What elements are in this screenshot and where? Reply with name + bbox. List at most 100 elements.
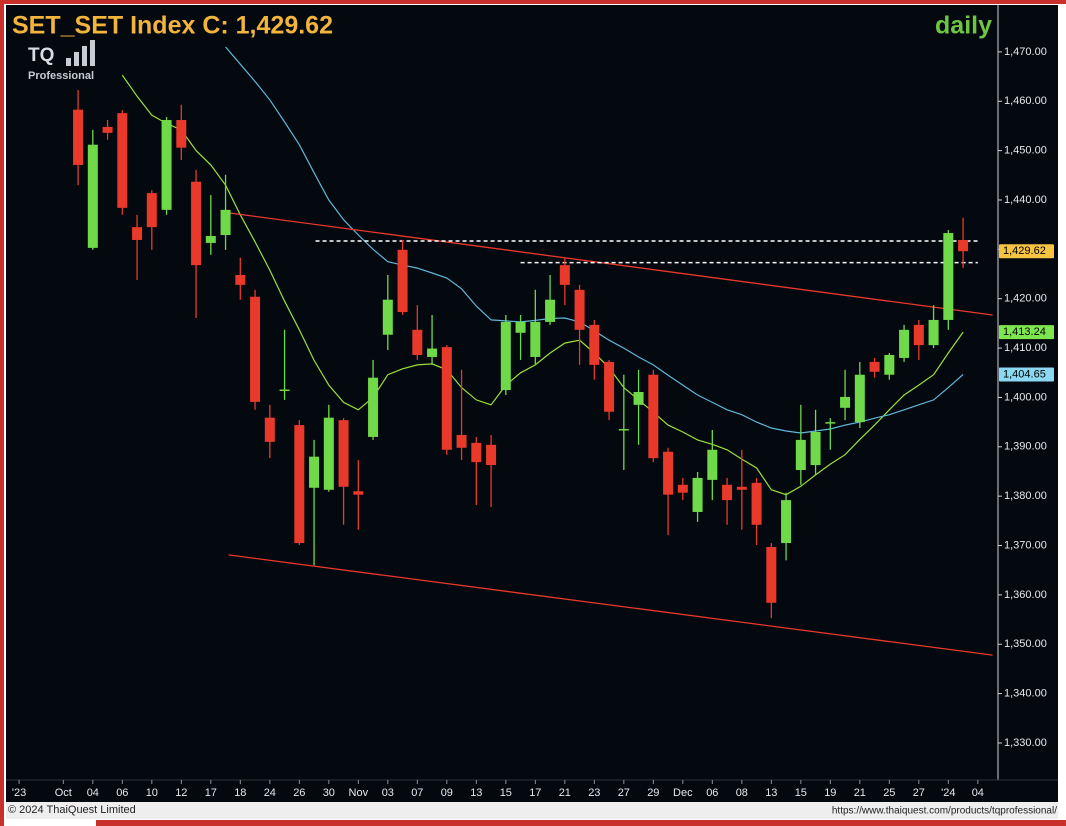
candle-body [574,289,585,330]
source-url: https://www.thaiquest.com/products/tqpro… [832,806,1057,817]
y-tick-label: 1,390.00 [1004,441,1047,453]
candle-body [309,456,320,488]
candle-body [545,299,556,322]
x-tick-label: '23 [12,787,26,799]
y-tick-label: 1,420.00 [1004,293,1047,305]
candle-body [530,321,541,357]
candle-body [264,417,275,442]
x-tick-label: 15 [795,787,807,799]
candle-body [618,429,629,431]
price-tag [999,325,1054,340]
candle-body [102,126,113,133]
candle-body [87,144,98,248]
x-tick-label: 24 [264,787,276,799]
candle-body [397,249,408,313]
candle-body [456,434,467,448]
candle-body [604,361,615,412]
candle-body [559,265,570,285]
candle-body [250,296,261,402]
candle-body [869,361,880,372]
x-tick-label: 27 [913,787,925,799]
x-tick-label: 04 [87,787,99,799]
x-tick-label: 29 [647,787,659,799]
frame-border [96,820,1066,826]
candle-body [795,439,806,470]
candle-body [412,329,423,355]
candle-body [338,420,349,487]
price-tag-label: 1,429.62 [1003,245,1046,257]
candle-body [323,417,334,490]
candle-body [279,389,290,392]
x-tick-label: '24 [941,787,955,799]
candle-body [722,484,733,501]
y-tick-label: 1,400.00 [1004,391,1047,403]
logo-bar [82,46,87,66]
x-tick-label: 06 [706,787,718,799]
candle-body [633,392,644,405]
x-tick-label: 13 [765,787,777,799]
x-tick-label: 13 [470,787,482,799]
x-tick-label: 15 [500,787,512,799]
y-tick-label: 1,380.00 [1004,490,1047,502]
x-tick-label: Dec [673,787,693,799]
x-tick-label: 21 [559,787,571,799]
candle-body [589,324,600,365]
candle-body [176,120,187,148]
frame-border [0,0,1066,4]
candle-body [677,484,688,493]
logo-subtext: Professional [28,70,94,82]
x-tick-label: 08 [736,787,748,799]
x-tick-label: 30 [323,787,335,799]
candle-body [161,120,172,210]
candle-body [353,491,364,495]
x-tick-label: 07 [411,787,423,799]
trend-line [228,554,993,656]
candle-body [899,329,910,358]
candle-body [441,347,452,450]
candle-body [205,236,216,243]
candle-body [146,193,157,228]
copyright: © 2024 ThaiQuest Limited [8,804,136,816]
candle-body [810,431,821,466]
candle-body [766,547,777,603]
price-tag-label: 1,413.24 [1003,326,1046,338]
logo: TQ Professional [28,40,95,82]
y-tick-label: 1,470.00 [1004,46,1047,58]
candle-body [427,348,438,357]
frame-border [0,0,4,826]
interval: daily [935,12,992,40]
y-tick-label: 1,350.00 [1004,638,1047,650]
x-tick-label: Nov [349,787,369,799]
candle-body [928,319,939,346]
candle-body [663,451,674,495]
candle-body [692,477,703,512]
price-tag [999,244,1054,259]
x-tick-label: 04 [972,787,984,799]
chart-title: SET_SET Index C: 1,429.62 [12,12,333,40]
candle-body [294,425,305,544]
y-tick-label: 1,410.00 [1004,342,1047,354]
price-tag [999,367,1054,382]
x-tick-label: 26 [293,787,305,799]
candle-body [132,227,143,240]
x-tick-label: 23 [588,787,600,799]
x-tick-label: 19 [824,787,836,799]
x-tick-label: 21 [854,787,866,799]
candle-body [515,321,526,333]
x-tick-label: 25 [883,787,895,799]
y-tick-label: 1,460.00 [1004,95,1047,107]
candle-body [73,109,84,165]
y-tick-label: 1,440.00 [1004,194,1047,206]
x-tick-label: 18 [234,787,246,799]
logo-text: TQ [28,45,54,66]
candle-body [117,113,128,208]
moving-average-line [121,74,964,496]
candle-body [854,374,865,423]
x-tick-label: 17 [205,787,217,799]
x-tick-label: 06 [116,787,128,799]
price-tag-label: 1,404.65 [1003,368,1046,380]
candle-body [382,299,393,335]
x-tick-label: 09 [441,787,453,799]
